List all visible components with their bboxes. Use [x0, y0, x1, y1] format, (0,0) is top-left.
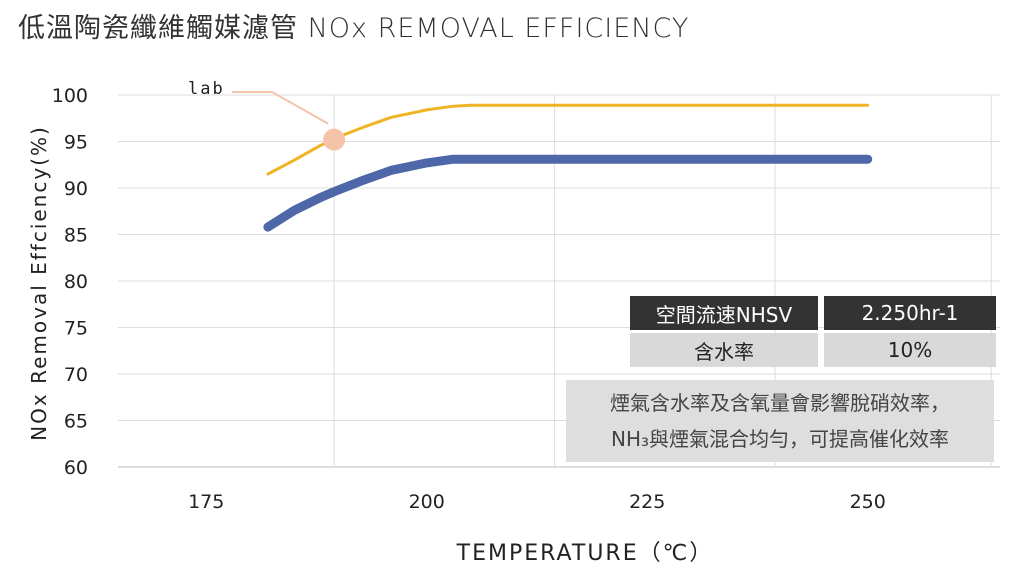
x-tick-label: 250 [850, 491, 886, 513]
y-tick-label: 75 [64, 318, 88, 340]
table-row: 含水率 10% [630, 333, 996, 367]
row-value-moisture: 10% [824, 333, 996, 367]
row-value-space-velocity: 2.250hr-1 [824, 296, 996, 330]
parameter-table: 空間流速NHSV 2.250hr-1 含水率 10% [630, 296, 996, 370]
annotation-layer: lab [188, 79, 346, 151]
y-tick-label: 100 [52, 85, 88, 107]
series-line-lab [266, 103, 870, 176]
y-tick-label: 65 [64, 411, 88, 433]
row-label-space-velocity: 空間流速NHSV [630, 296, 818, 330]
y-tick-label: 90 [64, 178, 88, 200]
y-axis-label: NOx Removal Effciency(%) [27, 125, 51, 441]
series-line-field [263, 154, 873, 232]
x-tick-label: 200 [409, 491, 445, 513]
note-box: 煙氣含水率及含氧量會影響脫硝效率， NH₃與煙氣混合均勻，可提高催化效率 [566, 380, 994, 462]
y-tick-label: 95 [64, 132, 88, 154]
row-label-moisture: 含水率 [630, 333, 818, 367]
axis-ticks: 100 95 90 85 80 75 70 65 60 175 200 225 250 [52, 85, 886, 513]
annotation-label: lab [188, 79, 225, 99]
note-line-1: 煙氣含水率及含氧量會影響脫硝效率， [610, 391, 950, 415]
y-tick-label: 85 [64, 225, 88, 247]
x-tick-label: 225 [629, 491, 665, 513]
y-tick-label: 60 [64, 457, 88, 479]
annotation-marker [323, 128, 346, 151]
annotation-leader-line [232, 91, 329, 125]
y-tick-label: 70 [64, 364, 88, 386]
grid-lines [118, 94, 1000, 468]
table-row: 空間流速NHSV 2.250hr-1 [630, 296, 996, 330]
series-lines [263, 103, 873, 232]
x-axis-label: TEMPERATURE（℃） [456, 541, 714, 566]
x-tick-label: 175 [188, 491, 224, 513]
note-line-2: NH₃與煙氣混合均勻，可提高催化效率 [610, 427, 950, 451]
y-tick-label: 80 [64, 271, 88, 293]
chart-title: 低溫陶瓷纖維觸媒濾管 NOx REMOVAL EFFICIENCY [18, 13, 690, 44]
